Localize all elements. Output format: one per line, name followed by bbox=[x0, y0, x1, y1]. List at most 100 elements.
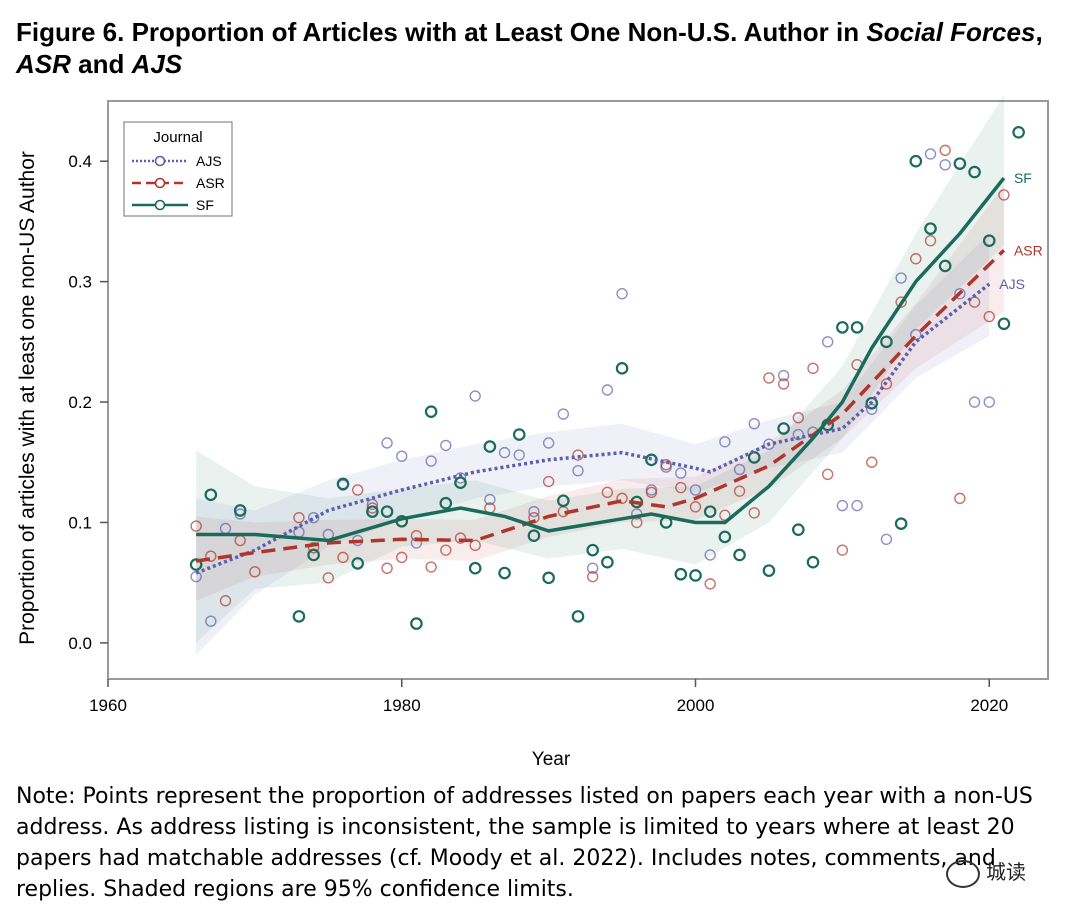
point-ajs-2010 bbox=[836, 499, 849, 512]
point-ajs-1992 bbox=[572, 464, 584, 477]
point-sf-2021 bbox=[997, 317, 1011, 331]
point-ajs-2001 bbox=[704, 549, 716, 561]
point-asr-1973 bbox=[293, 511, 305, 524]
watermark: 城读 bbox=[946, 856, 1026, 888]
trend-lines: AJS ASR SF bbox=[195, 170, 1043, 575]
y-tick-label-0.3: 0.3 bbox=[68, 273, 92, 292]
ci-band-sf bbox=[196, 94, 1004, 643]
point-ajs-1967 bbox=[205, 615, 217, 627]
point-ajs-2002 bbox=[719, 436, 731, 448]
point-sf-2016 bbox=[924, 222, 937, 235]
trend-line-sf bbox=[196, 177, 1006, 543]
point-sf-1993 bbox=[586, 543, 599, 557]
point-asr-2018 bbox=[954, 492, 966, 505]
point-asr-2014 bbox=[895, 296, 907, 308]
x-axis-label: Year bbox=[532, 749, 571, 770]
point-asr-2013 bbox=[880, 378, 893, 390]
point-sf-2019 bbox=[968, 165, 981, 179]
point-asr-1995 bbox=[616, 492, 628, 505]
point-ajs-2009 bbox=[821, 336, 834, 348]
point-ajs-1978 bbox=[366, 498, 379, 511]
y-tick-label-0: 0.0 bbox=[68, 634, 92, 653]
point-sf-2020 bbox=[982, 234, 996, 247]
end-label-sf: SF bbox=[1014, 170, 1032, 186]
figure-note: Note: Points represent the proportion of… bbox=[16, 784, 1033, 902]
point-asr-1994 bbox=[601, 486, 614, 499]
x-tick-label-2020: 2020 bbox=[970, 696, 1008, 715]
figure-title-separator: , bbox=[1035, 17, 1043, 47]
point-asr-2000 bbox=[689, 501, 702, 513]
point-asr-2003 bbox=[733, 485, 746, 497]
ci-band-asr bbox=[196, 185, 1004, 601]
point-ajs-2004 bbox=[748, 418, 760, 430]
point-sf-1990 bbox=[542, 571, 555, 585]
point-ajs-1994 bbox=[601, 384, 614, 396]
point-sf-1969 bbox=[233, 504, 247, 517]
figure-title-journal-asr: ASR bbox=[16, 49, 71, 79]
point-sf-2015 bbox=[909, 154, 923, 168]
point-asr-2001 bbox=[704, 578, 716, 590]
point-sf-1985 bbox=[468, 561, 482, 575]
legend: Journal AJS ASR SF bbox=[123, 121, 233, 217]
end-label-asr: ASR bbox=[1014, 242, 1043, 258]
point-sf-1991 bbox=[557, 494, 570, 508]
legend-label-asr: ASR bbox=[196, 175, 225, 191]
point-asr-1992 bbox=[572, 449, 584, 461]
point-asr-2007 bbox=[792, 411, 805, 424]
point-sf-2014 bbox=[894, 517, 908, 530]
point-ajs-2016 bbox=[924, 148, 937, 160]
point-sf-1974 bbox=[307, 548, 320, 562]
legend-title: Journal bbox=[153, 129, 202, 146]
legend-box bbox=[123, 121, 233, 217]
wechat-logo-icon bbox=[946, 859, 980, 888]
point-ajs-2013 bbox=[880, 533, 893, 546]
point-sf-1994 bbox=[601, 555, 614, 569]
point-asr-1993 bbox=[586, 570, 599, 583]
point-sf-2008 bbox=[806, 555, 820, 569]
point-ajs-1991 bbox=[557, 408, 570, 420]
figure-title-journal-sf: Social Forces bbox=[866, 17, 1036, 47]
figure-title-and: and bbox=[78, 49, 125, 79]
point-asr-2002 bbox=[719, 509, 731, 521]
point-sf-2007 bbox=[792, 523, 805, 536]
point-sf-2010 bbox=[836, 321, 849, 334]
point-sf-1973 bbox=[292, 610, 306, 623]
trend-line-asr bbox=[195, 249, 1006, 563]
point-ajs-2018 bbox=[954, 287, 966, 300]
point-asr-2009 bbox=[821, 468, 834, 480]
point-ajs-2003 bbox=[733, 463, 746, 476]
point-ajs-1990 bbox=[542, 437, 555, 449]
point-sf-2006 bbox=[777, 422, 790, 435]
x-tick-label-1960: 1960 bbox=[89, 696, 127, 715]
legend-marker-sf bbox=[154, 199, 166, 211]
point-sf-1984 bbox=[454, 476, 467, 490]
point-ajs-1989 bbox=[528, 505, 540, 518]
point-asr-1968 bbox=[219, 595, 232, 607]
point-sf-2013 bbox=[880, 335, 893, 349]
point-asr-2020 bbox=[983, 310, 995, 323]
point-sf-1976 bbox=[336, 477, 350, 491]
point-asr-2010 bbox=[836, 544, 849, 556]
point-sf-2011 bbox=[850, 321, 864, 334]
point-ajs-1985 bbox=[469, 390, 481, 402]
point-ajs-1980 bbox=[396, 450, 408, 462]
figure-title-text: Proportion of Articles with at Least One… bbox=[131, 17, 860, 47]
confidence-bands bbox=[196, 94, 1004, 655]
point-asr-1976 bbox=[337, 551, 349, 564]
figure-label: Figure 6. bbox=[16, 17, 125, 47]
point-asr-1998 bbox=[660, 458, 672, 471]
point-ajs-2014 bbox=[895, 272, 907, 284]
point-sf-1995 bbox=[615, 362, 629, 375]
y-tick-label-0.2: 0.2 bbox=[68, 393, 92, 412]
point-asr-1990 bbox=[542, 475, 555, 488]
point-ajs-1995 bbox=[616, 287, 628, 300]
point-ajs-2020 bbox=[983, 396, 995, 408]
point-asr-1977 bbox=[351, 484, 364, 496]
point-asr-1984 bbox=[454, 532, 467, 544]
trend-line-ajs bbox=[195, 282, 991, 575]
point-sf-1977 bbox=[351, 557, 364, 570]
point-asr-2012 bbox=[866, 456, 878, 468]
point-ajs-2019 bbox=[968, 396, 981, 408]
end-label-ajs: AJS bbox=[999, 276, 1025, 292]
point-sf-2022 bbox=[1012, 126, 1025, 139]
